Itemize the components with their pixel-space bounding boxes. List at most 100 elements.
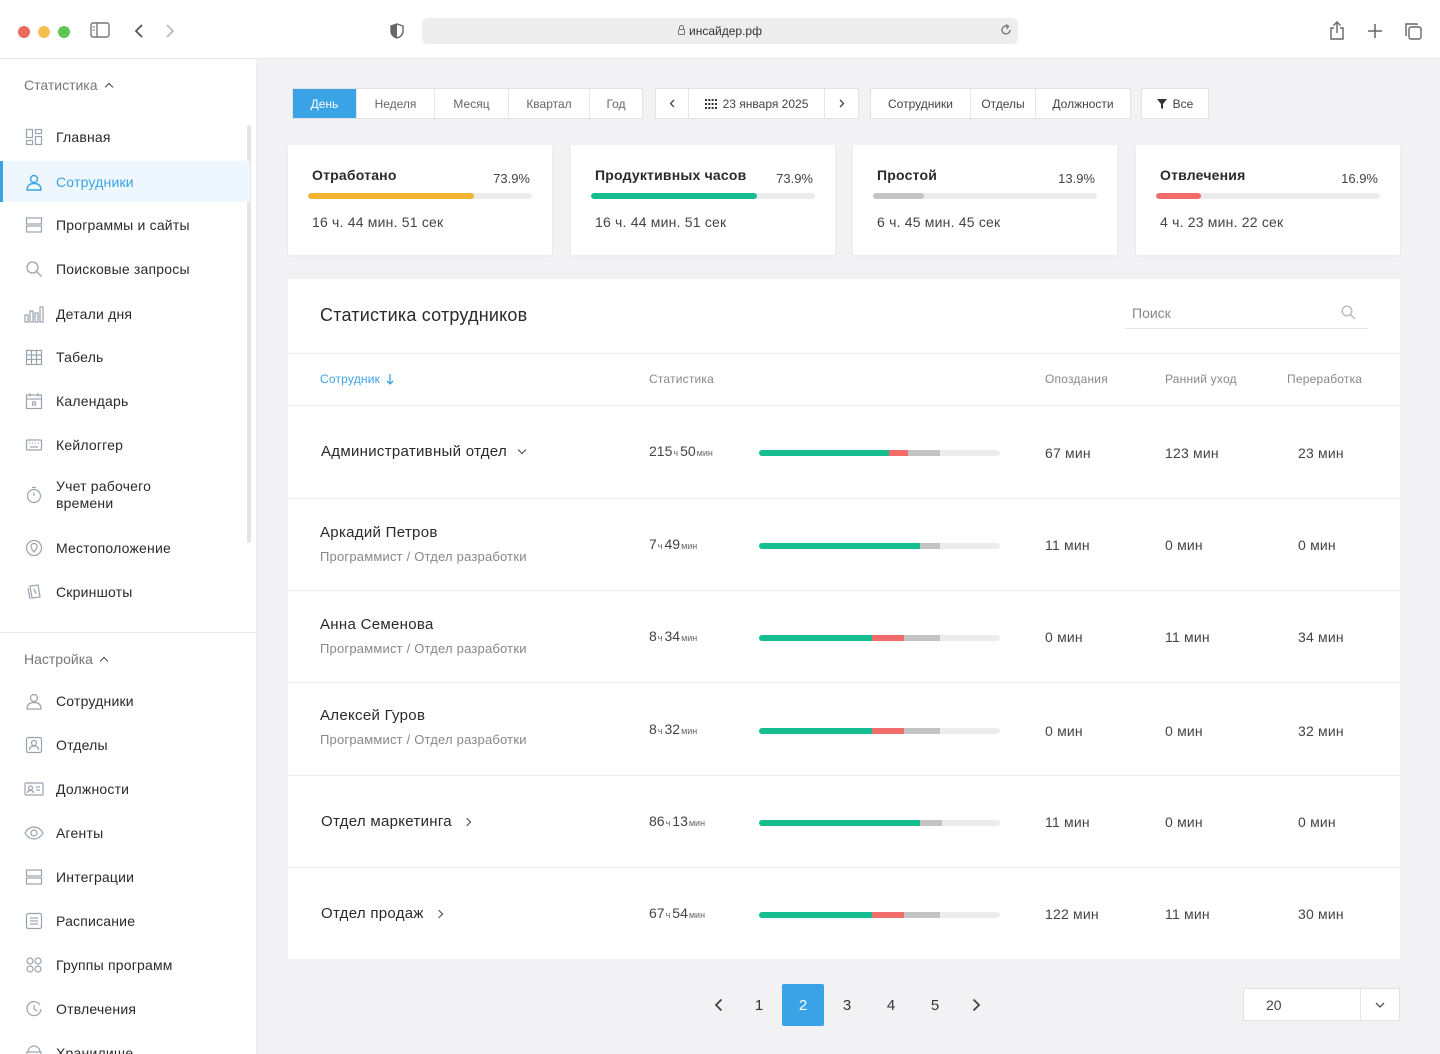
section-statistics[interactable]: Статистика bbox=[24, 77, 113, 93]
column-header-early-leave[interactable]: Ранний уход bbox=[1165, 372, 1237, 386]
metric-percent: 16.9% bbox=[1341, 171, 1378, 186]
sidebar-item-distractions[interactable]: Отвлечения bbox=[0, 990, 250, 1028]
table-row-department[interactable]: Отдел маркетинга 86ч 13мин 11 мин 0 мин 0… bbox=[288, 776, 1400, 868]
sidebar-item-employees[interactable]: Сотрудники bbox=[0, 161, 250, 202]
address-bar[interactable]: инсайдер.рф bbox=[422, 18, 1018, 44]
period-year-button[interactable]: Год bbox=[606, 96, 626, 111]
keyboard-icon bbox=[24, 435, 44, 455]
next-page-button[interactable] bbox=[958, 984, 994, 1026]
page-2-button[interactable]: 2 bbox=[782, 984, 824, 1026]
minimize-window-button[interactable] bbox=[38, 26, 50, 38]
page-3-button[interactable]: 3 bbox=[842, 996, 852, 1014]
prev-date-button[interactable] bbox=[656, 89, 689, 118]
hours-unit: ч bbox=[673, 448, 679, 458]
sidebar-scrollbar[interactable] bbox=[247, 125, 251, 543]
sidebar-item-keylogger[interactable]: Кейлоггер bbox=[0, 426, 250, 464]
sidebar-item-calendar[interactable]: Календарь bbox=[0, 382, 250, 420]
reload-icon[interactable] bbox=[1000, 23, 1012, 42]
metric-value: 6 ч. 45 мин. 45 сек bbox=[877, 214, 1001, 230]
page-4-button[interactable]: 4 bbox=[886, 996, 896, 1014]
table-row-employee[interactable]: Алексей Гуров Программист / Отдел разраб… bbox=[288, 683, 1400, 775]
sidebar-item-schedule[interactable]: Расписание bbox=[0, 902, 250, 940]
share-icon[interactable] bbox=[1329, 21, 1345, 40]
per-page-select[interactable]: 20 bbox=[1243, 988, 1400, 1021]
search-icon bbox=[24, 259, 44, 279]
employee-name[interactable]: Аркадий Петров bbox=[320, 524, 438, 541]
sidebar-item-timesheet[interactable]: Табель bbox=[0, 338, 250, 376]
table-row-department[interactable]: Отдел продаж 67ч 54мин 122 мин 11 мин 30 … bbox=[288, 868, 1400, 958]
search-icon[interactable] bbox=[1341, 305, 1356, 325]
column-header-late[interactable]: Опоздания bbox=[1045, 372, 1108, 386]
sidebar-item-screenshots[interactable]: Скриншоты bbox=[0, 573, 250, 611]
column-header-overtime[interactable]: Переработка bbox=[1287, 372, 1363, 386]
sort-down-icon bbox=[386, 373, 394, 385]
sidebar-item-departments[interactable]: Отделы bbox=[0, 726, 250, 764]
sidebar-item-settings-employees[interactable]: Сотрудники bbox=[0, 682, 250, 720]
filter-all-button[interactable]: Все bbox=[1142, 89, 1208, 118]
distraction-segment bbox=[872, 635, 904, 641]
section-settings[interactable]: Настройка bbox=[24, 651, 109, 667]
late-value: 0 мин bbox=[1045, 723, 1083, 739]
period-quarter-button[interactable]: Квартал bbox=[509, 89, 590, 118]
period-week-button[interactable]: Неделя bbox=[357, 89, 435, 118]
sidebar-item-time-tracking[interactable]: Учет рабочего времени bbox=[0, 473, 250, 517]
per-page-dropdown[interactable] bbox=[1360, 989, 1399, 1020]
back-icon[interactable] bbox=[134, 23, 144, 39]
timesheet-icon bbox=[24, 347, 44, 367]
close-window-button[interactable] bbox=[18, 26, 30, 38]
maximize-window-button[interactable] bbox=[58, 26, 70, 38]
table-row-department[interactable]: Административный отдел 215ч 50мин 67 мин … bbox=[288, 406, 1400, 498]
page-1-button[interactable]: 1 bbox=[754, 996, 764, 1014]
minutes-value: 50 bbox=[680, 443, 696, 459]
sidebar-item-home[interactable]: Главная bbox=[0, 118, 250, 156]
minutes-value: 32 bbox=[664, 721, 681, 737]
prev-page-button[interactable] bbox=[700, 984, 736, 1026]
hours-unit: ч bbox=[665, 910, 671, 920]
eye-icon bbox=[24, 823, 44, 843]
next-date-button[interactable] bbox=[825, 89, 858, 118]
employee-name[interactable]: Алексей Гуров bbox=[320, 707, 426, 724]
employee-position: Программист / Отдел разработки bbox=[320, 641, 527, 656]
column-header-stats[interactable]: Статистика bbox=[649, 372, 715, 386]
table-row-employee[interactable]: Анна Семенова Программист / Отдел разраб… bbox=[288, 591, 1400, 683]
sidebar-item-agents[interactable]: Агенты bbox=[0, 814, 250, 852]
page-5-button[interactable]: 5 bbox=[930, 996, 940, 1014]
sidebar-item-search-queries[interactable]: Поисковые запросы bbox=[0, 250, 250, 288]
sidebar-item-programs[interactable]: Программы и сайты bbox=[0, 206, 250, 244]
period-month-button[interactable]: Месяц bbox=[435, 89, 509, 118]
minutes-unit: мин bbox=[688, 910, 706, 920]
sidebar-item-positions[interactable]: Должности bbox=[0, 770, 250, 808]
sidebar-item-program-groups[interactable]: Группы программ bbox=[0, 946, 250, 984]
search-input[interactable] bbox=[1132, 305, 1332, 321]
sidebar-item-label: Табель bbox=[56, 349, 104, 365]
late-value: 122 мин bbox=[1045, 906, 1099, 922]
productive-segment bbox=[759, 820, 921, 826]
sidebar-item-day-details[interactable]: Детали дня bbox=[0, 295, 250, 333]
department-name[interactable]: Административный отдел bbox=[321, 443, 527, 460]
employee-position: Программист / Отдел разработки bbox=[320, 549, 527, 564]
department-name[interactable]: Отдел продаж bbox=[321, 905, 444, 922]
sidebar-item-label: Главная bbox=[56, 129, 111, 145]
new-tab-icon[interactable] bbox=[1367, 23, 1383, 39]
tab-overview-icon[interactable] bbox=[1404, 22, 1422, 40]
view-employees-button[interactable]: Сотрудники bbox=[871, 89, 971, 118]
view-positions-button[interactable]: Должности bbox=[1052, 96, 1114, 111]
total-time: 215ч 50мин bbox=[649, 443, 715, 459]
date-display[interactable]: 23 января 2025 bbox=[689, 89, 825, 118]
sidebar-item-label: Сотрудники bbox=[56, 173, 134, 190]
programs-icon bbox=[24, 215, 44, 235]
forward-icon[interactable] bbox=[165, 23, 175, 39]
sidebar-toggle-icon[interactable] bbox=[90, 22, 110, 38]
column-header-employee[interactable]: Сотрудник bbox=[320, 372, 394, 386]
view-departments-button[interactable]: Отделы bbox=[971, 89, 1036, 118]
chevron-right-icon bbox=[972, 998, 980, 1012]
department-name[interactable]: Отдел маркетинга bbox=[321, 813, 472, 830]
sidebar-item-storage[interactable]: Хранилище bbox=[0, 1034, 250, 1054]
sidebar-item-integrations[interactable]: Интеграции bbox=[0, 858, 250, 896]
table-row-employee[interactable]: Аркадий Петров Программист / Отдел разра… bbox=[288, 499, 1400, 591]
period-day-button[interactable]: День bbox=[293, 89, 357, 118]
early-leave-value: 123 мин bbox=[1165, 445, 1219, 461]
employee-name[interactable]: Анна Семенова bbox=[320, 616, 434, 633]
privacy-shield-icon[interactable] bbox=[390, 23, 404, 39]
sidebar-item-location[interactable]: Местоположение bbox=[0, 529, 250, 567]
